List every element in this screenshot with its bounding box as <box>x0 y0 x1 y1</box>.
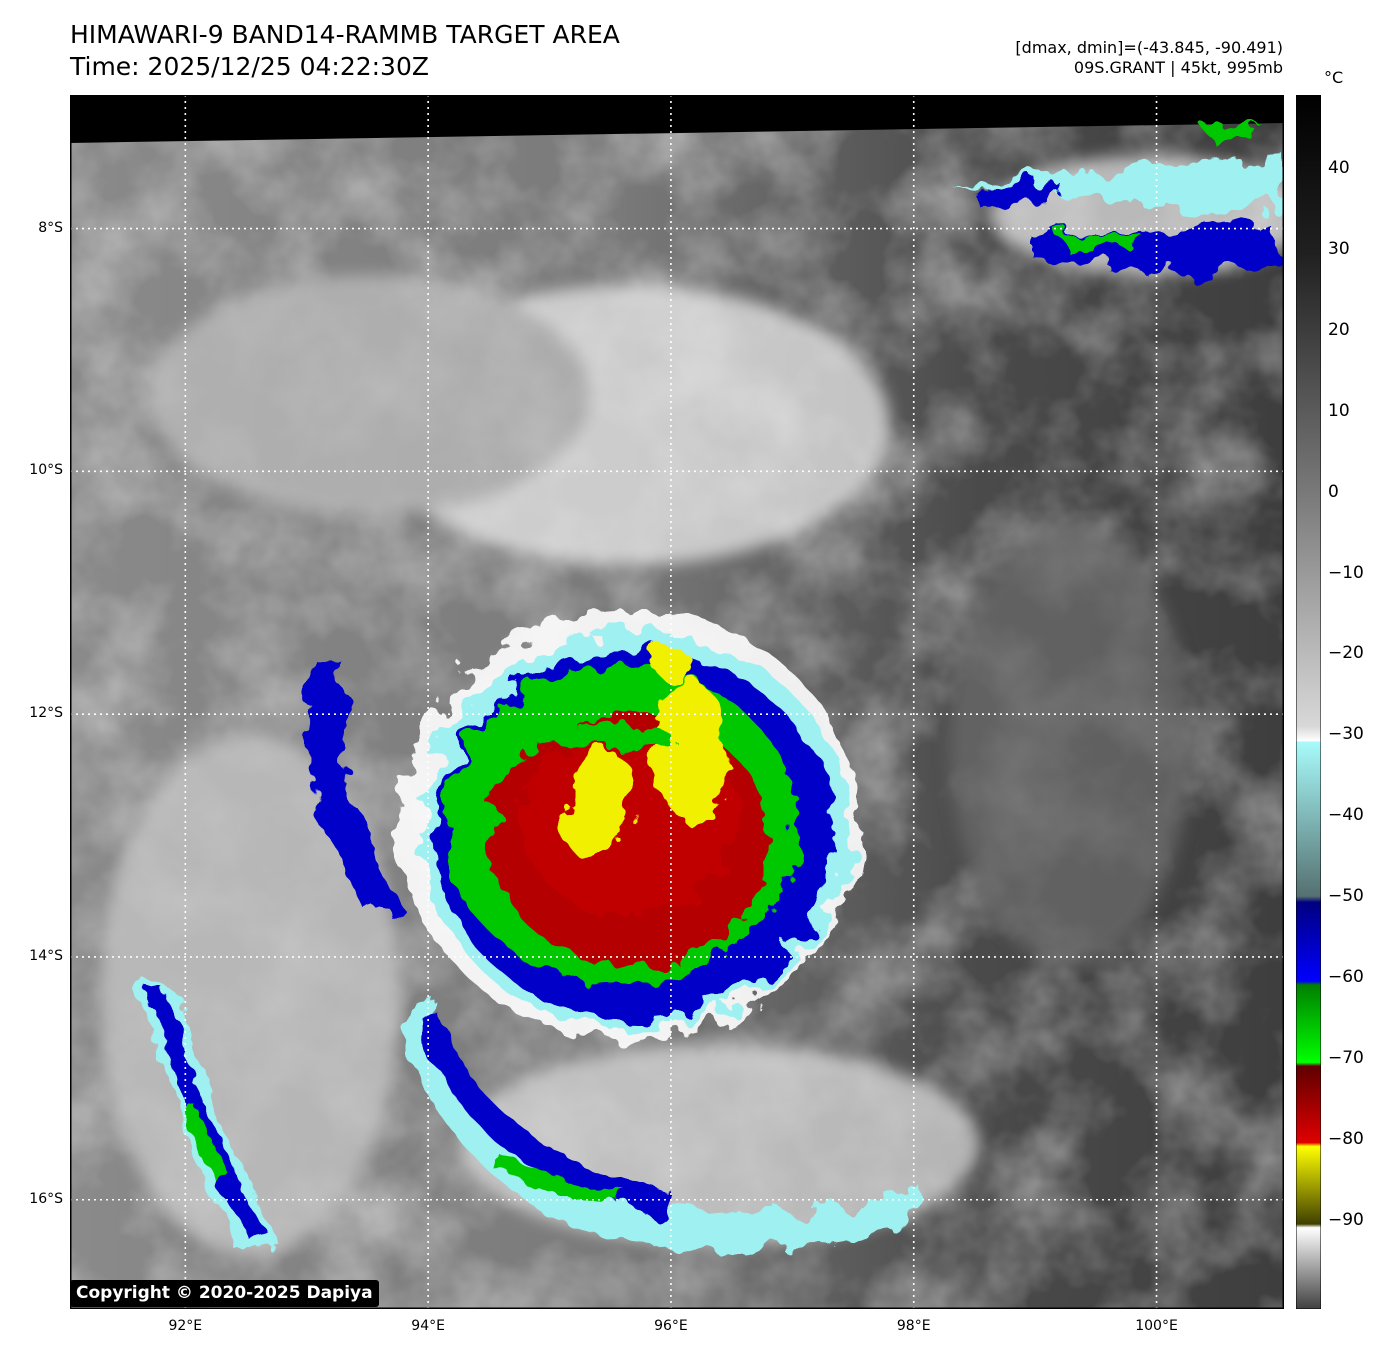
title-line-1: HIMAWARI-9 BAND14-RAMMB TARGET AREA <box>70 20 620 49</box>
colorbar-tick-label: 20 <box>1328 319 1350 340</box>
title-line-2: Time: 2025/12/25 04:22:30Z <box>70 52 429 81</box>
colorbar-tick-label: −50 <box>1328 886 1364 907</box>
colorbar-tick-label: −80 <box>1328 1129 1364 1150</box>
colorbar-tick-label: −30 <box>1328 724 1364 745</box>
copyright-label: Copyright © 2020-2025 Dapiya <box>70 1280 379 1307</box>
colorbar-unit: °C <box>1324 68 1344 87</box>
colorbar-tick-label: 30 <box>1328 238 1350 259</box>
data-void-top <box>70 95 1284 143</box>
lat-tick-label: 12°S <box>29 705 63 722</box>
colorbar-tick-label: −10 <box>1328 562 1364 583</box>
lon-tick-label: 100°E <box>1135 1318 1178 1334</box>
range-text: [dmax, dmin]=(-43.845, -90.491) <box>1015 38 1283 57</box>
lon-tick-label: 94°E <box>411 1318 445 1334</box>
map-frame <box>70 95 1284 1309</box>
colorbar-tick-label: −60 <box>1328 967 1364 988</box>
satellite-map <box>70 95 1284 1309</box>
lat-tick-label: 10°S <box>29 462 63 479</box>
lat-lon-grid <box>70 95 1284 1309</box>
colorbar-tick-label: 0 <box>1328 481 1339 502</box>
convection-north-east <box>950 123 1284 275</box>
spiral-band-west <box>140 655 400 1255</box>
colorbar <box>1296 95 1321 1309</box>
colorbar-tick-label: −20 <box>1328 643 1364 664</box>
colorbar-tick-label: −70 <box>1328 1048 1364 1069</box>
storm-text: 09S.GRANT | 45kt, 995mb <box>1073 58 1283 77</box>
colorbar-tick-label: −90 <box>1328 1209 1364 1230</box>
lat-tick-label: 14°S <box>29 947 63 964</box>
lon-tick-label: 96°E <box>654 1318 688 1334</box>
lon-tick-label: 98°E <box>896 1318 931 1334</box>
lat-tick-label: 8°S <box>38 219 63 236</box>
lon-tick-label: 92°E <box>168 1318 203 1334</box>
spiral-band-south <box>400 995 920 1252</box>
colorbar-tick-label: 10 <box>1328 400 1350 421</box>
colorbar-tick-label: −40 <box>1328 805 1364 826</box>
cyclone-core <box>400 610 860 1040</box>
colorbar-tick-label: 40 <box>1328 157 1350 178</box>
lat-tick-label: 16°S <box>29 1190 63 1207</box>
